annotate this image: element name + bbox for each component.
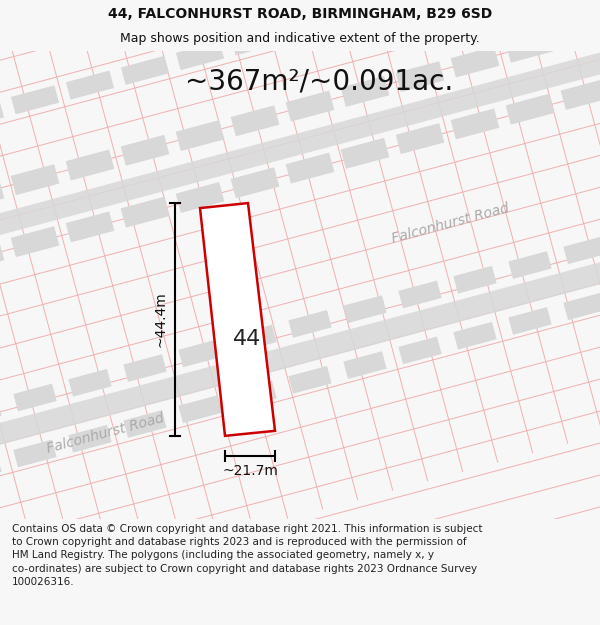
Text: ~367m²/~0.091ac.: ~367m²/~0.091ac. — [185, 68, 453, 95]
Polygon shape — [13, 384, 56, 411]
Polygon shape — [508, 251, 551, 279]
Polygon shape — [560, 17, 600, 48]
Polygon shape — [233, 325, 277, 352]
Polygon shape — [11, 226, 59, 257]
Text: 44, FALCONHURST ROAD, BIRMINGHAM, B29 6SD: 44, FALCONHURST ROAD, BIRMINGHAM, B29 6S… — [108, 8, 492, 21]
Polygon shape — [0, 454, 2, 482]
Polygon shape — [121, 56, 169, 85]
Polygon shape — [563, 292, 600, 320]
Polygon shape — [286, 91, 334, 122]
Polygon shape — [176, 41, 224, 70]
Text: ~21.7m: ~21.7m — [222, 464, 278, 478]
Polygon shape — [506, 94, 554, 124]
Polygon shape — [13, 439, 56, 468]
Polygon shape — [286, 12, 334, 41]
Polygon shape — [231, 26, 279, 56]
Polygon shape — [121, 135, 169, 166]
Polygon shape — [563, 236, 600, 264]
Polygon shape — [343, 351, 386, 379]
Polygon shape — [124, 410, 167, 438]
Polygon shape — [11, 86, 59, 114]
Text: Falconhurst Road: Falconhurst Road — [45, 411, 165, 456]
Polygon shape — [286, 152, 334, 184]
Text: Contains OS data © Crown copyright and database right 2021. This information is : Contains OS data © Crown copyright and d… — [12, 524, 482, 587]
Polygon shape — [398, 281, 442, 308]
Polygon shape — [454, 266, 497, 294]
Polygon shape — [341, 0, 389, 26]
Polygon shape — [124, 354, 167, 382]
Polygon shape — [396, 0, 444, 11]
Text: ~44.4m: ~44.4m — [154, 292, 168, 348]
Polygon shape — [343, 296, 386, 323]
Polygon shape — [506, 32, 554, 62]
Polygon shape — [398, 336, 442, 364]
Text: Map shows position and indicative extent of the property.: Map shows position and indicative extent… — [120, 32, 480, 45]
Polygon shape — [233, 381, 277, 408]
Polygon shape — [289, 310, 332, 338]
Polygon shape — [508, 307, 551, 335]
Polygon shape — [0, 241, 4, 272]
Polygon shape — [341, 138, 389, 169]
Polygon shape — [178, 396, 221, 423]
Polygon shape — [454, 322, 497, 349]
Polygon shape — [176, 182, 224, 213]
Polygon shape — [65, 149, 115, 181]
Polygon shape — [395, 123, 445, 154]
Polygon shape — [451, 108, 499, 139]
Text: 44: 44 — [233, 329, 261, 349]
Polygon shape — [289, 366, 332, 394]
Polygon shape — [68, 425, 112, 452]
Polygon shape — [451, 46, 499, 78]
Polygon shape — [178, 339, 221, 367]
Polygon shape — [341, 76, 389, 107]
Polygon shape — [0, 179, 4, 210]
Polygon shape — [560, 79, 600, 110]
Polygon shape — [230, 106, 280, 136]
Polygon shape — [121, 197, 169, 228]
Polygon shape — [230, 168, 280, 198]
Polygon shape — [11, 164, 59, 195]
Polygon shape — [0, 398, 2, 426]
Polygon shape — [395, 61, 445, 92]
Polygon shape — [0, 249, 600, 458]
Polygon shape — [0, 100, 4, 129]
Polygon shape — [200, 203, 275, 436]
Text: Falconhurst Road: Falconhurst Road — [390, 201, 510, 246]
Polygon shape — [68, 369, 112, 397]
Polygon shape — [66, 71, 114, 99]
Polygon shape — [65, 211, 115, 242]
Polygon shape — [0, 39, 600, 248]
Polygon shape — [176, 120, 224, 151]
